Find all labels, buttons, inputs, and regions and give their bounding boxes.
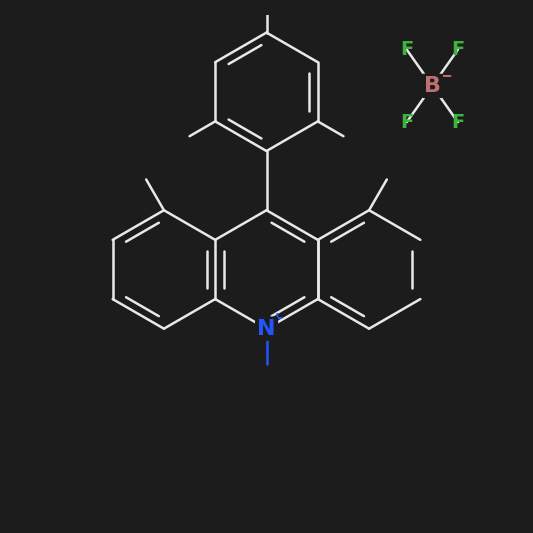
Text: +: + — [270, 311, 283, 326]
Text: B: B — [424, 76, 441, 96]
Text: F: F — [451, 40, 465, 59]
Text: F: F — [451, 112, 465, 132]
Text: N: N — [257, 319, 276, 338]
Text: −: − — [439, 66, 453, 84]
Text: F: F — [400, 40, 413, 59]
Text: N: N — [257, 319, 276, 338]
Text: B: B — [424, 76, 441, 96]
Text: F: F — [400, 112, 413, 132]
